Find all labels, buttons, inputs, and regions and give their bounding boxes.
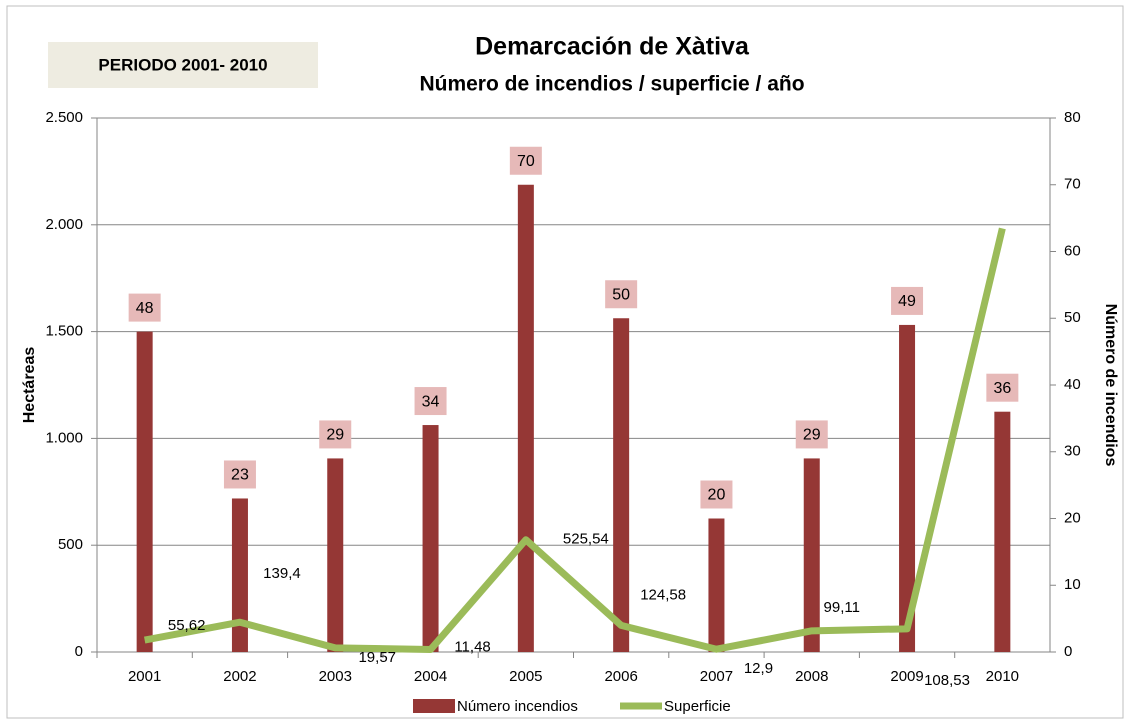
line-label: 19,57 (358, 649, 396, 666)
bar-label: 29 (803, 427, 821, 444)
bar-label-box (605, 280, 638, 309)
bar (994, 411, 1011, 652)
bar-label-box (891, 286, 924, 315)
line-label: 124,58 (640, 586, 686, 603)
y2-tick-label: 20 (1064, 509, 1081, 526)
y-axis-label: Hectáreas (21, 347, 38, 424)
y-tick-label: 2.000 (45, 216, 83, 233)
y2-tick-label: 30 (1064, 443, 1081, 460)
bar-label: 49 (898, 293, 916, 310)
bar (231, 498, 248, 652)
line (144, 227, 1006, 654)
bar-label: 20 (708, 487, 726, 504)
bar (613, 318, 630, 652)
x-tick-label: 2009 (890, 668, 923, 685)
bar-label: 50 (612, 286, 630, 303)
line-label: 12,9 (744, 660, 773, 677)
bar (422, 425, 439, 652)
x-tick-label: 2003 (319, 668, 352, 685)
bar-label-box (223, 460, 256, 489)
y2-tick-label: 50 (1064, 309, 1081, 326)
x-tick-label: 2006 (604, 668, 637, 685)
x-tick-label: 2005 (509, 668, 542, 685)
bar (803, 458, 820, 652)
y2-tick-label: 70 (1064, 176, 1081, 193)
line-label: 139,4 (263, 565, 301, 582)
bar-label-box (128, 293, 161, 322)
y2-tick-label: 60 (1064, 242, 1081, 259)
bar-label-box (319, 420, 352, 449)
bar (899, 324, 916, 652)
bar-label: 48 (136, 300, 154, 317)
y-tick-label: 1.500 (45, 323, 83, 340)
x-tick-label: 2007 (700, 668, 733, 685)
bar-label-box (795, 420, 828, 449)
x-tick-label: 2010 (986, 668, 1019, 685)
x-tick-label: 2002 (223, 668, 256, 685)
line-label: 55,62 (168, 617, 206, 634)
x-tick-label: 2008 (795, 668, 828, 685)
bar (136, 331, 153, 652)
line-label: 108,53 (924, 672, 970, 689)
bar (327, 458, 344, 652)
bar (517, 184, 534, 652)
bar-label: 29 (326, 427, 344, 444)
chart-title: Demarcación de Xàtiva (475, 33, 750, 61)
y-tick-label: 500 (58, 536, 83, 553)
legend-label: Superficie (664, 698, 731, 715)
bar (708, 518, 725, 652)
bar-label: 70 (517, 153, 535, 170)
bar-label-box (509, 146, 542, 175)
x-tick-label: 2004 (414, 668, 447, 685)
bar-label: 34 (422, 393, 440, 410)
line-label: 11,48 (454, 639, 490, 656)
y-tick-label: 0 (75, 643, 83, 660)
x-tick-label: 2001 (128, 668, 161, 685)
chart-frame (6, 5, 1124, 719)
bar-label-box (986, 373, 1019, 402)
y-tick-label: 1.000 (45, 429, 83, 446)
y2-tick-label: 10 (1064, 576, 1081, 593)
bar-label-box (700, 480, 733, 509)
line-label: 99,11 (824, 599, 860, 616)
bar-label-box (414, 387, 447, 416)
badge: PERIODO 2001- 2010 (98, 55, 267, 74)
bar-label: 36 (993, 380, 1011, 397)
y2-tick-label: 40 (1064, 376, 1081, 393)
legend-label: Número incendios (457, 698, 578, 715)
y-tick-label: 2.500 (45, 109, 83, 126)
y2-tick-label: 80 (1064, 109, 1081, 126)
chart-subtitle: Número de incendios / superficie / año (419, 73, 804, 96)
legend-swatch (413, 699, 455, 713)
line-label: 525,54 (563, 531, 609, 548)
badge-box (48, 42, 318, 88)
y2-axis-label: Número de incendios (1102, 304, 1119, 467)
bar-label: 23 (231, 467, 249, 484)
y2-tick-label: 0 (1064, 643, 1072, 660)
